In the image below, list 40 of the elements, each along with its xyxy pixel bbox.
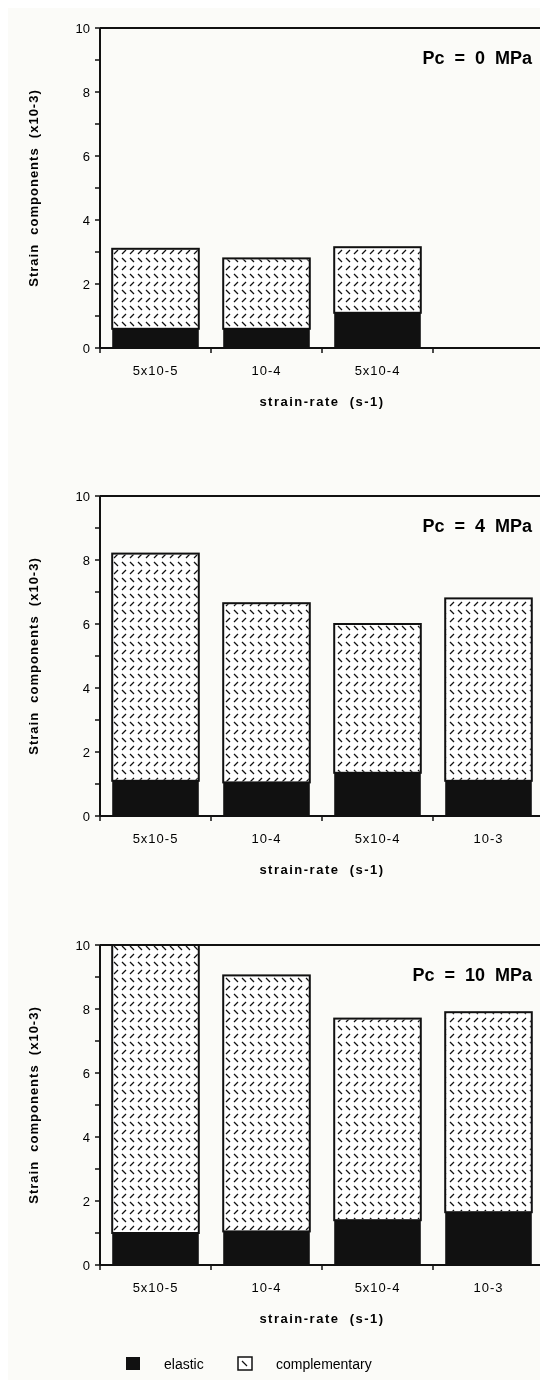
legend-label: complementary [276,1356,372,1372]
y-tick-label: 6 [82,1065,90,1081]
x-axis-title: strain-rate (s-1) [259,862,385,877]
y-axis-title: Strain components (x10-3) [26,89,41,287]
y-tick-label: 2 [82,1193,90,1209]
x-tick-label: 5x10-5 [132,831,179,846]
y-tick-label: 6 [82,148,90,164]
y-tick-label: 2 [82,744,90,760]
text: Pc = 10 MPa [412,965,533,985]
x-tick-label: 10-4 [251,363,282,378]
y-tick-label: 0 [82,808,90,824]
y-tick-label: 8 [82,84,90,100]
text: Pc = 4 MPa [422,516,533,536]
y-tick-label: 0 [82,340,90,356]
y-tick-label: 10 [75,488,90,504]
x-tick-label: 5x10-4 [354,831,401,846]
x-tick-label: 5x10-5 [132,1280,179,1295]
x-tick-label: 10-3 [473,1280,504,1295]
y-tick-label: 6 [82,616,90,632]
y-axis-title: Strain components (x10-3) [26,1006,41,1204]
x-tick-label: 5x10-4 [354,363,401,378]
x-tick-label: 5x10-4 [354,1280,401,1295]
x-tick-label: 10-4 [251,831,282,846]
y-tick-label: 8 [82,1001,90,1017]
y-tick-label: 10 [75,20,90,36]
y-tick-label: 4 [82,1129,90,1145]
y-tick-label: 0 [82,1257,90,1273]
y-tick-label: 4 [82,680,90,696]
text: Pc = 0 MPa [422,48,533,68]
y-tick-label: 4 [82,212,90,228]
x-axis-title: strain-rate (s-1) [259,394,385,409]
legend-label: elastic [164,1356,204,1372]
x-tick-label: 10-3 [473,831,504,846]
y-axis-title: Strain components (x10-3) [26,557,41,755]
x-axis-title: strain-rate (s-1) [259,1311,385,1326]
x-tick-label: 10-4 [251,1280,282,1295]
y-tick-label: 8 [82,552,90,568]
x-tick-label: 5x10-5 [132,363,179,378]
y-tick-label: 2 [82,276,90,292]
y-tick-label: 10 [75,937,90,953]
